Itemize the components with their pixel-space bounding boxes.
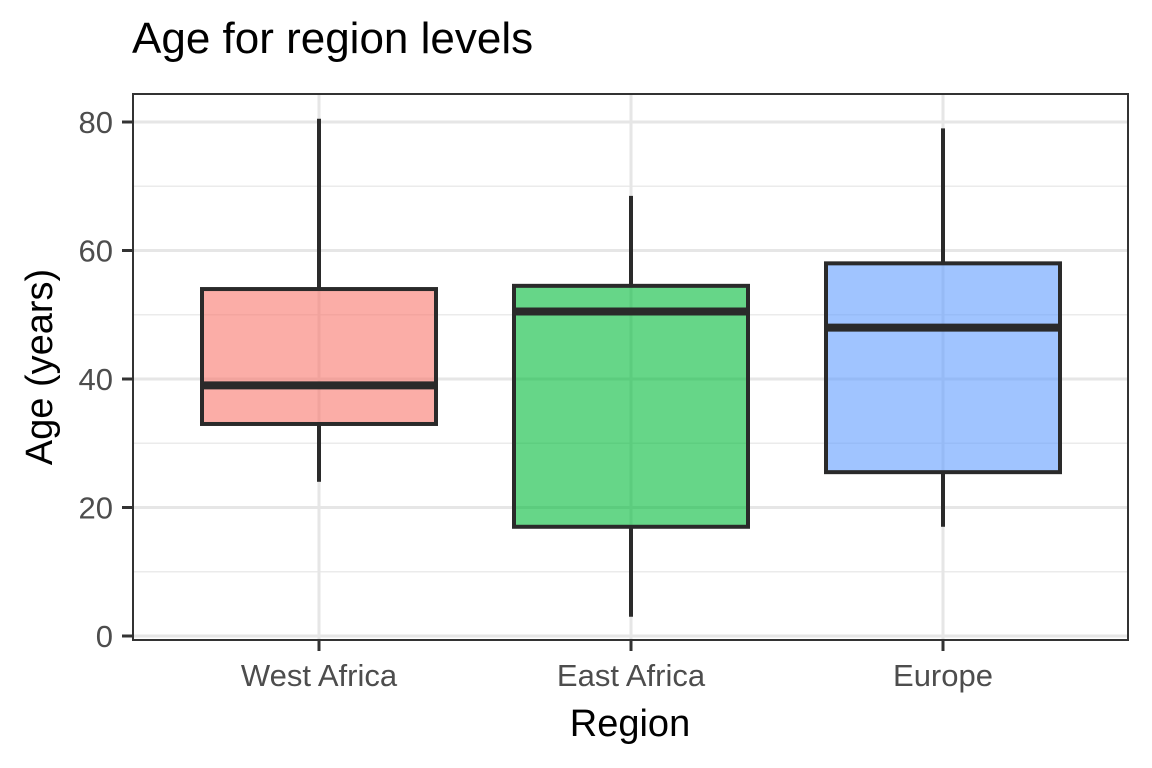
box-europe <box>824 128 1062 527</box>
y-tick-label: 80 <box>79 105 113 140</box>
x-tick-label: East Africa <box>557 658 706 693</box>
y-axis-title: Age (years) <box>19 269 61 465</box>
boxes <box>200 118 1062 617</box>
x-tick-label: Europe <box>893 658 993 693</box>
axes: 0 20 40 60 80 West Africa East Africa Europe <box>79 105 993 693</box>
box-east-africa <box>512 195 750 617</box>
box-iqr <box>200 287 438 426</box>
y-tick-label: 0 <box>96 619 113 654</box>
y-tick-label: 20 <box>79 491 113 526</box>
y-tick-label: 40 <box>79 362 113 397</box>
box-west-africa <box>200 118 438 482</box>
chart-title: Age for region levels <box>132 14 534 63</box>
x-axis-title: Region <box>570 703 690 745</box>
box-iqr <box>512 283 750 529</box>
box-iqr <box>824 261 1062 475</box>
y-tick-label: 60 <box>79 234 113 269</box>
x-tick-label: West Africa <box>241 658 398 693</box>
